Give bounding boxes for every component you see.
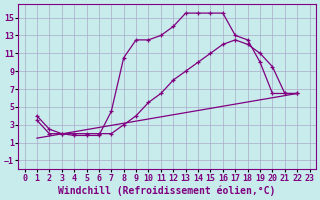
X-axis label: Windchill (Refroidissement éolien,°C): Windchill (Refroidissement éolien,°C) bbox=[58, 185, 276, 196]
